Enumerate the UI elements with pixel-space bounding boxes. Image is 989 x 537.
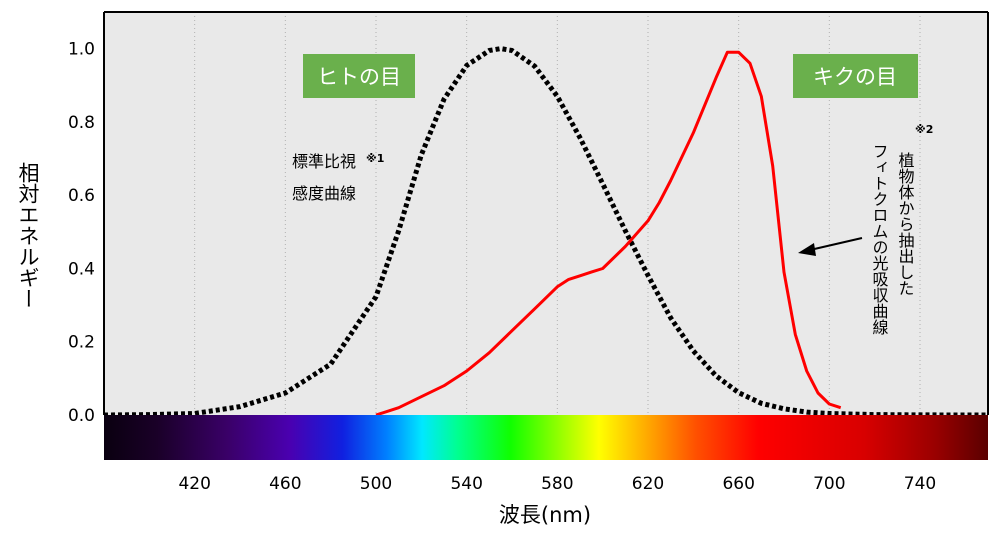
x-tick-label: 420 [178,474,210,494]
plant-curve-note-mark: ※2 [915,123,933,136]
y-tick-label: 0.0 [68,406,95,426]
x-tick-label: 460 [269,474,301,494]
chrysanthemum-eye-badge [793,54,918,98]
phytochrome-curve [375,50,842,417]
y-tick-label: 0.8 [68,113,95,133]
human-curve-label-line2: 感度曲線 [292,184,356,203]
x-tick-label: 660 [722,474,754,494]
annotation-arrow [809,237,863,251]
plant-curve-label-col2: フィトクロムの光吸収曲線 [870,143,889,335]
series-line-human-sensitivity [103,46,988,418]
series-line-phytochrome [375,50,842,417]
y-tick-labels: 0.0 0.2 0.4 0.6 0.8 1.0 [68,40,95,426]
chrysanthemum-eye-badge-label: キクの目 [813,65,897,89]
human-curve-label-line1: 標準比視 [292,152,356,171]
spectrum-bar [104,415,988,460]
x-tick-label: 540 [450,474,482,494]
y-tick-label: 0.4 [68,259,95,279]
y-tick-label: 0.6 [68,186,95,206]
y-tick-label: 0.2 [68,333,95,353]
x-tick-label: 500 [360,474,392,494]
x-tick-label: 580 [541,474,573,494]
x-axis-title: 波長(nm) [499,503,591,527]
human-eye-badge [303,54,415,98]
human-eye-badge-label: ヒトの目 [317,65,401,89]
y-tick-label: 1.0 [68,40,95,60]
annotation-arrowhead [798,243,816,256]
x-tick-label: 620 [632,474,664,494]
y-axis-title: 相対エネルギー [16,162,40,309]
human-curve [103,46,988,418]
plant-curve-label-col1: 植物体から抽出した [896,152,915,296]
x-tick-label: 700 [813,474,845,494]
x-tick-label: 740 [904,474,936,494]
x-tick-labels: 420 460 500 540 580 620 660 700 740 [178,474,936,494]
human-curve-note-mark: ※1 [366,152,384,165]
